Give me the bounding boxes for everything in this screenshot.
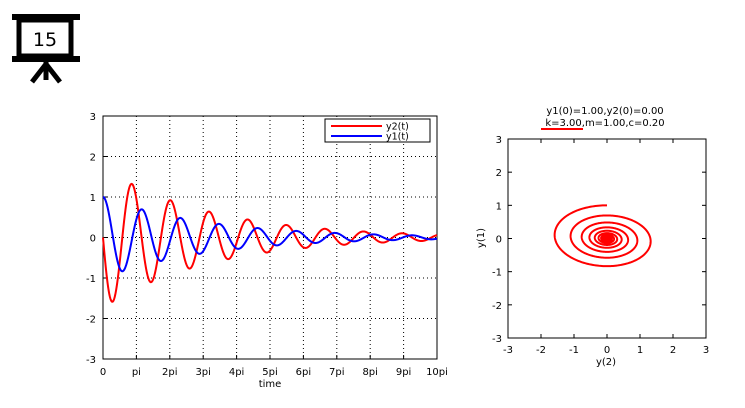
y-tick-label: -2 — [86, 315, 96, 326]
x-tick-label: -1 — [569, 345, 579, 356]
y-tick-label: 2 — [90, 153, 96, 164]
chart-title-line1: y1(0)=1.00,y2(0)=0.00 — [546, 106, 663, 117]
time-series-chart: 0 pi 2pi 3pi 4pi 5pi 6pi 7pi 8pi 9pi 10pi -3 -2 -1 0 1 2… — [86, 112, 448, 390]
series-line-y1 — [102, 196, 438, 273]
series-lines — [553, 204, 652, 268]
y-tick-label: -3 — [492, 334, 502, 345]
plot-frame — [507, 138, 707, 339]
y-tick-label: -2 — [492, 301, 502, 312]
x-tick-label: 6pi — [296, 367, 312, 378]
x-tick-label: 8pi — [362, 367, 378, 378]
y-tick-label: 0 — [496, 235, 502, 246]
y-tick-label: 1 — [90, 193, 96, 204]
x-tick-label: pi — [132, 367, 141, 378]
axis-ticks: 0 pi 2pi 3pi 4pi 5pi 6pi 7pi 8pi 9pi 10pi -3 -2 -1 0 1 2… — [86, 112, 448, 378]
screen-top-bar — [12, 14, 80, 20]
y-tick-label: -1 — [86, 274, 96, 285]
y-tick-label: 3 — [496, 135, 502, 146]
screen-bottom-bar — [12, 56, 80, 62]
x-tick-label: 7pi — [329, 367, 345, 378]
x-tick-label: 2pi — [162, 367, 178, 378]
y-tick-label: 0 — [90, 234, 96, 245]
y-tick-label: 2 — [496, 168, 502, 179]
y-axis-label: y(1) — [476, 228, 487, 248]
legend: y2(t)y1(t) — [324, 118, 431, 143]
series-line-y2 — [102, 182, 438, 303]
series-lines — [102, 182, 438, 303]
chart-title-line2: k=3.00,m=1.00,c=0.20 — [545, 118, 664, 129]
x-tick-label: 4pi — [229, 367, 245, 378]
x-tick-label: 0 — [604, 345, 610, 356]
x-tick-label: -2 — [536, 345, 546, 356]
x-tick-label: 9pi — [396, 367, 412, 378]
y-tick-label: -1 — [492, 268, 502, 279]
x-tick-label: 5pi — [262, 367, 278, 378]
y-tick-label: -3 — [86, 355, 96, 366]
legend-label: y1(t) — [386, 132, 409, 143]
screen-leg-right — [44, 62, 62, 84]
x-axis-label: y(2) — [596, 357, 616, 368]
projector-screen-icon: 15 — [12, 14, 80, 84]
slide-badge: 15 — [10, 12, 82, 84]
y-tick-label: 1 — [496, 201, 502, 212]
x-tick-label: -3 — [503, 345, 513, 356]
phase-trajectory-line — [553, 204, 652, 268]
legend-box — [324, 118, 431, 143]
screen-leg-left — [30, 62, 48, 84]
x-tick-label: 0 — [100, 367, 106, 378]
x-tick-label: 3pi — [195, 367, 211, 378]
slide-number: 15 — [33, 29, 57, 51]
x-tick-label: 2 — [670, 345, 676, 356]
axis-ticks: -3 -2 -1 0 1 2 3 -3 -2 -1 0 1 2 3 — [492, 135, 709, 356]
y-tick-label: 3 — [90, 112, 96, 123]
x-tick-label: 10pi — [426, 367, 448, 378]
x-tick-label: 1 — [637, 345, 643, 356]
legend-label: y2(t) — [386, 122, 409, 133]
x-tick-label: 3 — [703, 345, 709, 356]
grid — [103, 116, 437, 359]
x-axis-label: time — [259, 379, 282, 390]
